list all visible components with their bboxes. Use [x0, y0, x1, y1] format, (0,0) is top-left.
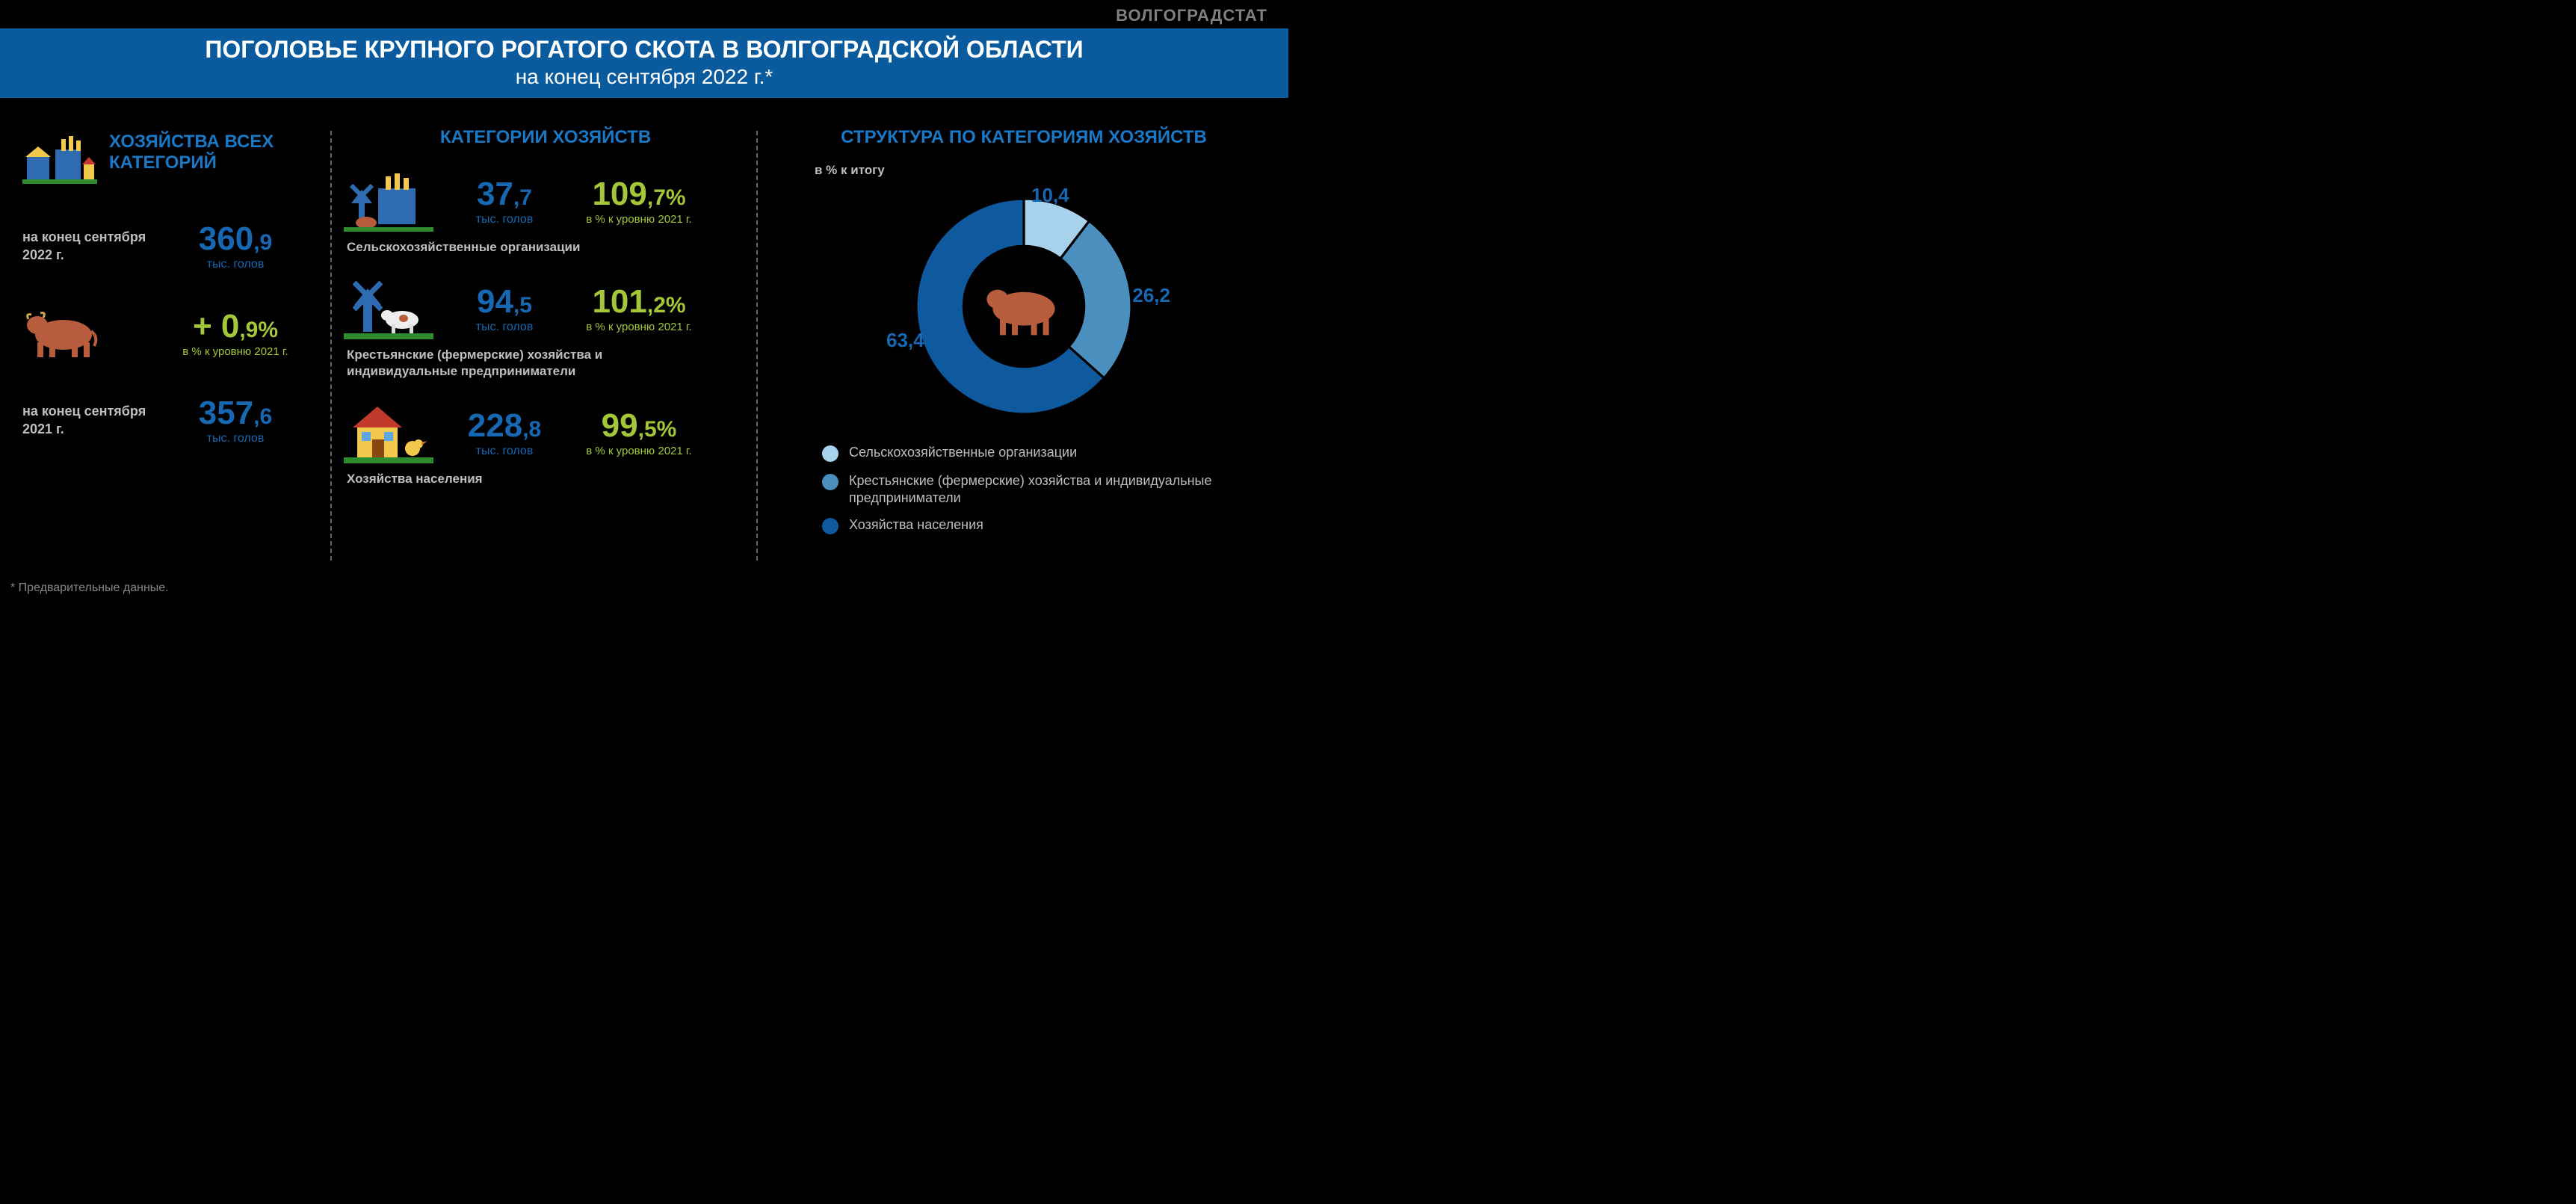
- title-bar: ПОГОЛОВЬЕ КРУПНОГО РОГАТОГО СКОТА В ВОЛГ…: [0, 28, 1288, 98]
- main-subtitle: на конец сентября 2022 г.*: [0, 65, 1288, 89]
- cat2-unit: тыс. голов: [448, 321, 560, 334]
- cow-icon: [22, 301, 157, 365]
- panel1-row1-label: на конец сентября 2022 г.: [22, 228, 157, 265]
- panel1-change: + 0,9%: [179, 308, 291, 345]
- cat1-pct: 109,7%: [575, 176, 702, 213]
- panel1-row1-value: 360,9: [179, 220, 291, 258]
- main-title: ПОГОЛОВЬЕ КРУПНОГО РОГАТОГО СКОТА В ВОЛГ…: [0, 36, 1288, 64]
- legend-item-2: Крестьянские (фермерские) хозяйства и ин…: [822, 472, 1278, 506]
- cat1-unit: тыс. голов: [448, 213, 560, 226]
- farmer-icon: [344, 275, 433, 342]
- donut-chart: 10,4 26,2 63,4: [904, 187, 1143, 426]
- agri-org-icon: [344, 167, 433, 235]
- panel-structure: СТРУКТУРА ПО КАТЕГОРИЯМ ХОЗЯЙСТВ в % к и…: [770, 127, 1278, 565]
- panel1-row3-label: на конец сентября 2021 г.: [22, 402, 157, 439]
- panel1-title: ХОЗЯЙСТВА ВСЕХ КАТЕГОРИЙ: [109, 132, 321, 173]
- panel-categories: КАТЕГОРИИ ХОЗЯЙСТВ 37,7 тыс. голов 109,7…: [344, 127, 747, 565]
- cat1-name: Сельскохозяйственные организации: [347, 239, 646, 256]
- panel2-title: КАТЕГОРИИ ХОЗЯЙСТВ: [344, 127, 747, 148]
- panel1-row3-unit: тыс. голов: [179, 432, 291, 445]
- panel3-title: СТРУКТУРА ПО КАТЕГОРИЯМ ХОЗЯЙСТВ: [770, 127, 1278, 148]
- cat2-pct-unit: в % к уровню 2021 г.: [575, 321, 702, 334]
- donut-label-3: 63,4: [886, 329, 924, 352]
- panel3-subtitle: в % к итогу: [815, 163, 1278, 178]
- panel1-change-unit: в % к уровню 2021 г.: [179, 345, 291, 359]
- cat1-pct-unit: в % к уровню 2021 г.: [575, 213, 702, 226]
- donut-legend: Сельскохозяйственные организации Крестья…: [822, 444, 1278, 534]
- source-label: ВОЛГОГРАДСТАТ: [1116, 6, 1267, 25]
- cat3-name: Хозяйства населения: [347, 471, 646, 487]
- cat2-name: Крестьянские (фермерские) хозяйства и ин…: [347, 347, 646, 380]
- farm-icon: [22, 127, 97, 191]
- panel1-row1-unit: тыс. голов: [179, 258, 291, 271]
- donut-label-2: 26,2: [1132, 284, 1170, 307]
- cat2-pct: 101,2%: [575, 283, 702, 321]
- divider-2: [756, 131, 758, 561]
- footnote: * Предварительные данные.: [10, 581, 169, 595]
- panel1-row3-value: 357,6: [179, 395, 291, 432]
- panel-all-categories: ХОЗЯЙСТВА ВСЕХ КАТЕГОРИЙ на конец сентяб…: [22, 127, 321, 565]
- cat3-value: 228,8: [448, 407, 560, 445]
- household-icon: [344, 399, 433, 466]
- cat3-pct: 99,5%: [575, 407, 702, 445]
- divider-1: [330, 131, 332, 561]
- cat3-pct-unit: в % к уровню 2021 г.: [575, 445, 702, 458]
- cat1-value: 37,7: [448, 176, 560, 213]
- donut-label-1: 10,4: [1031, 184, 1069, 207]
- cat2-value: 94,5: [448, 283, 560, 321]
- cat3-unit: тыс. голов: [448, 445, 560, 458]
- legend-item-1: Сельскохозяйственные организации: [822, 444, 1278, 462]
- legend-item-3: Хозяйства населения: [822, 516, 1278, 534]
